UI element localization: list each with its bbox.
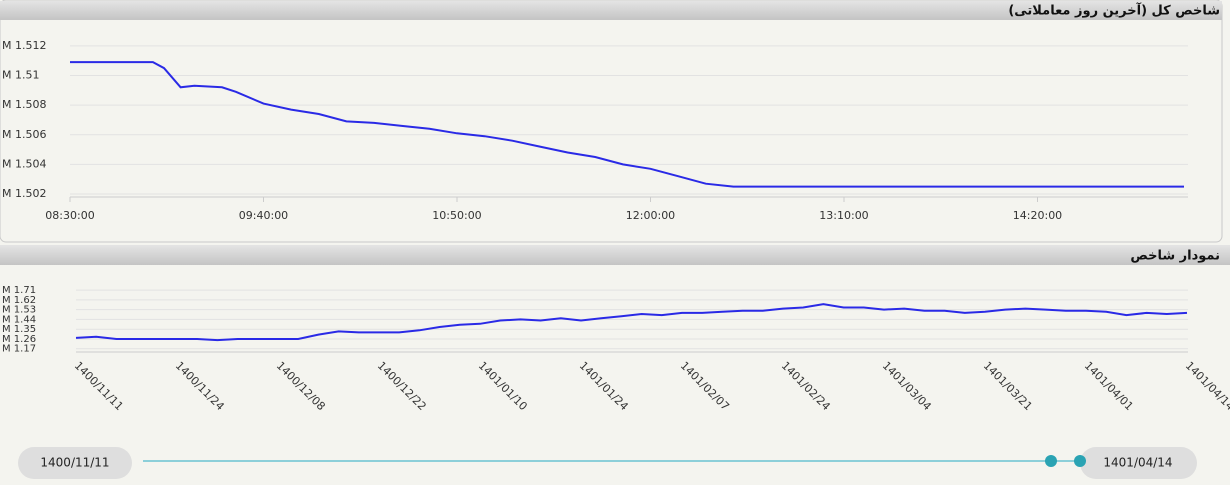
y-tick-label: M 1.44 [2, 314, 36, 325]
y-tick-label: M 1.508 [2, 98, 46, 111]
y-tick-label: M 1.504 [2, 157, 46, 170]
panel-title: نمودار شاخص [1130, 249, 1220, 264]
y-tick-label: M 1.17 [2, 344, 36, 355]
panel-header [0, 1, 1222, 20]
start-date: 1400/11/11 [40, 456, 109, 470]
series-line [75, 303, 1188, 342]
range-slider: 1400/11/11 1401/04/14 [18, 447, 1197, 479]
y-tick-label: M 1.53 [2, 305, 36, 316]
panel [0, 245, 1230, 485]
end-pill[interactable] [1080, 447, 1197, 479]
series-line [70, 61, 1184, 188]
slider-handle[interactable] [1045, 455, 1057, 467]
x-tick-label: 14:20:00 [1013, 209, 1062, 222]
start-pill[interactable] [18, 447, 132, 479]
end-date: 1401/04/14 [1103, 456, 1172, 470]
x-tick-label: 13:10:00 [819, 209, 868, 222]
panel-header [0, 245, 1230, 265]
panel-title: شاخص کل (آخرین روز معاملاتی) [1008, 2, 1220, 19]
x-tick-label: 12:00:00 [626, 209, 675, 222]
x-tick-label: 08:30:00 [45, 209, 94, 222]
y-tick-label: M 1.51 [2, 68, 39, 81]
y-tick-label: M 1.71 [2, 285, 36, 296]
y-tick-label: M 1.26 [2, 334, 36, 345]
y-tick-label: M 1.35 [2, 324, 36, 335]
y-tick-label: M 1.502 [2, 187, 46, 200]
x-tick-label: 10:50:00 [432, 209, 481, 222]
y-tick-label: M 1.506 [2, 128, 46, 141]
y-tick-label: M 1.512 [2, 39, 46, 52]
slider-handle[interactable] [1074, 455, 1086, 467]
x-tick-label: 09:40:00 [239, 209, 288, 222]
y-tick-label: M 1.62 [2, 295, 36, 306]
panel [0, 0, 1223, 243]
